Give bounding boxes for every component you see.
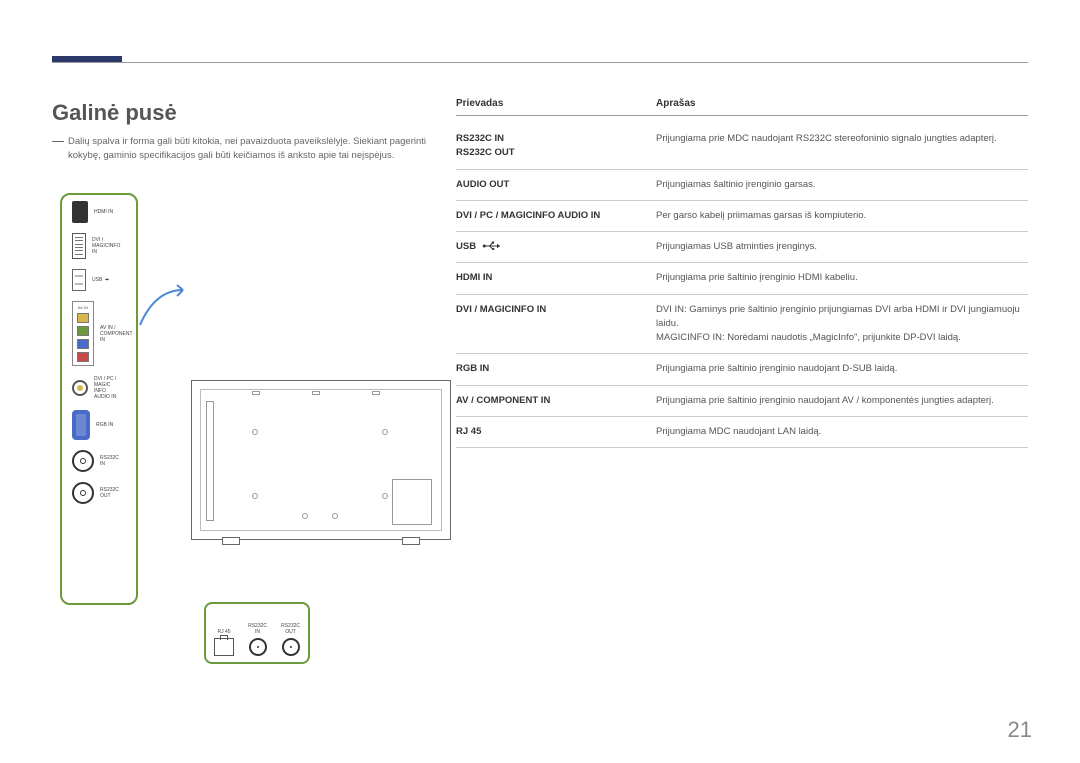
port-label: RS232C IN <box>100 455 119 467</box>
table-header: Prievadas Aprašas <box>456 98 1028 116</box>
port-row: RS232C OUT <box>66 482 132 504</box>
port-row: DVI / MAGICINFO IN <box>66 233 132 259</box>
table-row: AV / COMPONENT INPrijungiama prie šaltin… <box>456 386 1028 417</box>
usb-trident-icon <box>482 240 500 252</box>
port-description: Prijungiamas USB atminties įrenginys. <box>656 240 1028 254</box>
port-description: DVI IN: Gaminys prie šaltinio įrenginio … <box>656 303 1028 346</box>
note-dash <box>52 141 64 142</box>
rs232-out-label: RS232C OUT <box>281 623 300 635</box>
port-label: RGB IN <box>96 422 113 428</box>
port-name: AUDIO OUT <box>456 178 656 192</box>
port-row: RGB IN <box>66 410 132 440</box>
table-row: HDMI INPrijungiama prie šaltinio įrengin… <box>456 263 1028 294</box>
port-row: HDMI IN <box>66 201 132 223</box>
port-name: DVI / PC / MAGICINFO AUDIO IN <box>456 209 656 223</box>
port-row: DVI / PC / MAGIC INFO AUDIO IN <box>66 376 132 400</box>
port-strip: HDMI INDVI / MAGICINFO INUSB ⬌AV INAV IN… <box>60 193 138 605</box>
port-description: Per garso kabelį priimamas garsas iš kom… <box>656 209 1028 223</box>
back-panel-diagram <box>191 380 451 540</box>
port-name: RGB IN <box>456 362 656 376</box>
table-row: RS232C IN RS232C OUTPrijungiama prie MDC… <box>456 124 1028 170</box>
header-port: Prievadas <box>456 98 656 109</box>
rs232-in-icon <box>249 638 267 656</box>
port-label: HDMI IN <box>94 209 113 215</box>
port-description: Prijungiama prie šaltinio įrenginio naud… <box>656 362 1028 376</box>
port-name: RJ 45 <box>456 425 656 439</box>
table-row: DVI / MAGICINFO INDVI IN: Gaminys prie š… <box>456 295 1028 355</box>
port-description: Prijungiamas šaltinio įrenginio garsas. <box>656 178 1028 192</box>
port-row: USB ⬌ <box>66 269 132 291</box>
rs232-icon <box>72 450 94 472</box>
port-description: Prijungiama prie šaltinio įrenginio naud… <box>656 394 1028 408</box>
port-label: DVI / PC / MAGIC INFO AUDIO IN <box>94 376 116 400</box>
rs232-icon <box>72 482 94 504</box>
table-row: AUDIO OUTPrijungiamas šaltinio įrenginio… <box>456 170 1028 201</box>
av-component-group: AV IN <box>72 301 94 366</box>
port-name: DVI / MAGICINFO IN <box>456 303 656 346</box>
port-label: DVI / MAGICINFO IN <box>92 237 120 255</box>
table-row: USBPrijungiamas USB atminties įrenginys. <box>456 232 1028 263</box>
header-rule <box>52 62 1028 63</box>
dvi-icon <box>72 233 86 259</box>
port-name: RS232C IN RS232C OUT <box>456 132 656 161</box>
port-label: RS232C OUT <box>100 487 119 499</box>
hdmi-icon <box>72 201 88 223</box>
usb-icon <box>72 269 86 291</box>
port-row: AV IN AV IN / COMPONENT IN <box>66 301 132 366</box>
rs232-in-label: RS232C IN <box>248 623 267 635</box>
arrow-icon <box>135 280 195 330</box>
header-desc: Aprašas <box>656 98 1028 109</box>
port-description: Prijungiama MDC naudojant LAN laidą. <box>656 425 1028 439</box>
audio-jack-icon <box>72 380 88 396</box>
header-accent <box>52 56 122 62</box>
vga-icon <box>72 410 90 440</box>
port-label: AV IN / COMPONENT IN <box>100 325 133 343</box>
port-row: RS232C IN <box>66 450 132 472</box>
table-row: RJ 45Prijungiama MDC naudojant LAN laidą… <box>456 417 1028 448</box>
port-name: USB <box>456 240 656 254</box>
port-description: Prijungiama prie šaltinio įrenginio HDMI… <box>656 271 1028 285</box>
note-text: Dalių spalva ir forma gali būti kitokia,… <box>68 135 448 163</box>
port-name: HDMI IN <box>456 271 656 285</box>
table-row: RGB INPrijungiama prie šaltinio įrengini… <box>456 354 1028 385</box>
ports-table: Prievadas Aprašas RS232C IN RS232C OUTPr… <box>456 98 1028 448</box>
port-description: Prijungiama prie MDC naudojant RS232C st… <box>656 132 1028 161</box>
rs232-out-icon <box>282 638 300 656</box>
rj45-icon <box>214 638 234 656</box>
page-title: Galinė pusė <box>52 100 177 126</box>
table-row: DVI / PC / MAGICINFO AUDIO INPer garso k… <box>456 201 1028 232</box>
port-label: USB ⬌ <box>92 277 109 283</box>
small-port-box: RJ 45 RS232C IN RS232C OUT <box>204 602 310 664</box>
page-number: 21 <box>1008 717 1032 743</box>
port-name: AV / COMPONENT IN <box>456 394 656 408</box>
